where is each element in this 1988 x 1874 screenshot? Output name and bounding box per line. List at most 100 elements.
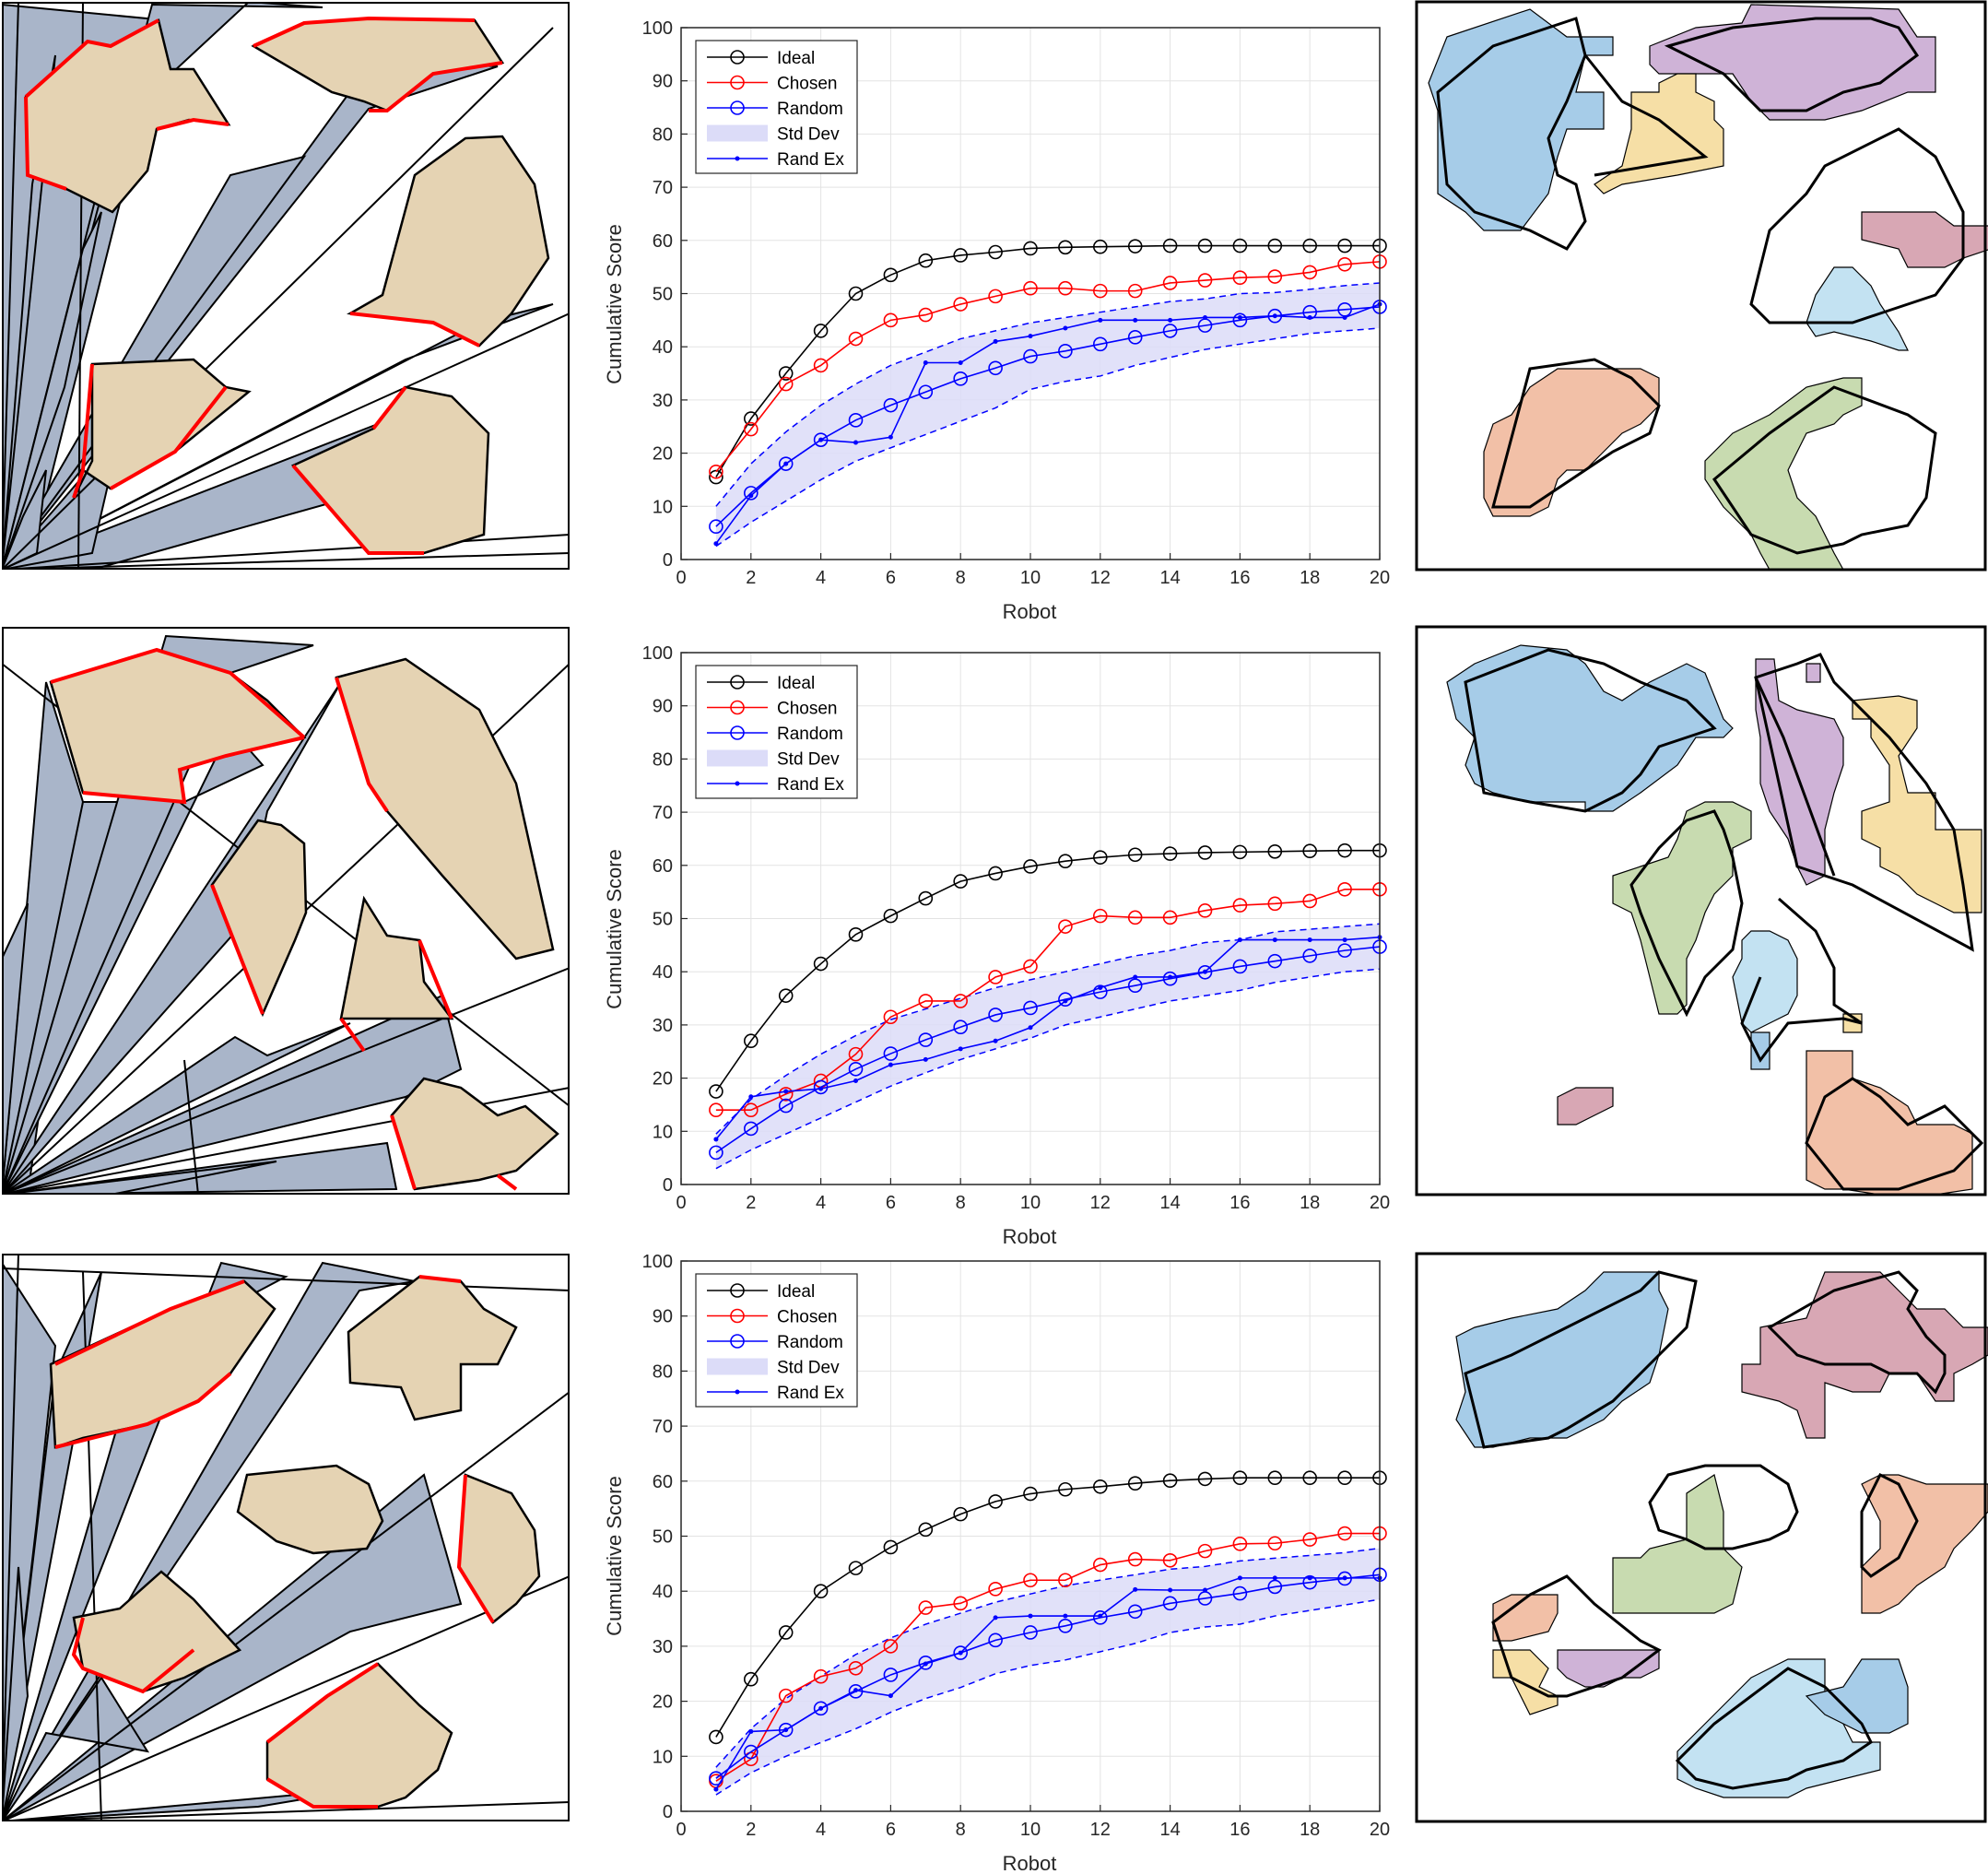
sensor-rays-1 <box>2 2 570 570</box>
data-point-rand-ex <box>888 1693 893 1699</box>
y-axis-label: Cumulative Score <box>603 1476 626 1636</box>
region-outlines-2 <box>1464 648 1984 1191</box>
chart-1: 0 2 4 6 8 10 12 14 16 18 20 0 10 20 30 40 50 60 70 80 90 100 I… <box>603 18 1390 623</box>
y-tick-label: 10 <box>653 1747 673 1767</box>
data-point-random <box>1162 1596 1178 1611</box>
data-point-rand-ex <box>748 493 754 499</box>
data-point-ideal <box>778 988 794 1003</box>
data-point-rand-ex <box>1133 317 1138 323</box>
legend-label: Ideal <box>777 674 815 693</box>
region-outlines-3 <box>1464 1270 1947 1790</box>
data-point-ideal <box>918 1522 934 1538</box>
data-point-chosen <box>1302 265 1317 280</box>
std-dev-lower <box>715 327 1381 548</box>
data-point-chosen <box>778 1688 794 1703</box>
x-tick-label: 20 <box>1370 568 1390 588</box>
data-point-rand-ex <box>783 461 789 466</box>
y-tick-label: 70 <box>653 1417 673 1437</box>
legend-marker <box>735 156 740 161</box>
environment-map-1 <box>2 2 570 570</box>
x-tick-label: 8 <box>956 568 966 588</box>
data-point-random <box>1023 1625 1038 1640</box>
data-point-rand-ex <box>1307 314 1312 320</box>
data-point-random <box>1058 1619 1073 1633</box>
x-tick-label: 18 <box>1300 568 1320 588</box>
y-tick-label: 80 <box>653 124 673 145</box>
data-point-ideal <box>778 366 794 381</box>
data-point-rand-ex <box>748 1094 754 1100</box>
std-dev-upper <box>715 282 1381 507</box>
frontier-edges-1 <box>24 16 503 555</box>
data-point-random <box>813 1701 829 1716</box>
data-point-rand-ex <box>1133 1586 1138 1592</box>
data-point-ideal <box>1267 1470 1283 1486</box>
data-point-chosen <box>1162 910 1178 925</box>
series-line-rand-ex <box>715 1577 1380 1790</box>
data-point-rand-ex <box>1063 998 1068 1004</box>
data-point-ideal <box>918 253 934 268</box>
legend-label: Rand Ex <box>777 775 844 795</box>
data-point-chosen <box>1267 269 1283 284</box>
data-point-ideal <box>709 1084 723 1099</box>
data-point-rand-ex <box>1237 314 1242 320</box>
data-point-rand-ex <box>1098 1613 1103 1619</box>
regions-1 <box>1428 4 1988 571</box>
data-point-rand-ex <box>783 1727 789 1733</box>
data-point-rand-ex <box>818 1705 824 1711</box>
y-axis-label: Cumulative Score <box>603 849 626 1009</box>
data-point-rand-ex <box>1237 1575 1242 1581</box>
data-point-ideal <box>988 244 1003 260</box>
y-tick-label: 80 <box>653 749 673 770</box>
data-point-chosen <box>1058 280 1073 296</box>
data-point-rand-ex <box>1028 1025 1033 1031</box>
data-point-random <box>709 519 723 535</box>
environment-map-2 <box>2 627 570 1195</box>
data-point-random <box>918 384 934 400</box>
data-point-rand-ex <box>1272 937 1277 943</box>
x-tick-label: 4 <box>816 568 826 588</box>
data-point-chosen <box>1197 903 1213 918</box>
data-point-random <box>1093 336 1108 352</box>
data-point-chosen <box>1267 896 1283 912</box>
std-dev-upper <box>715 923 1381 1135</box>
y-tick-label: 60 <box>653 231 673 252</box>
x-tick-label: 12 <box>1090 1193 1111 1213</box>
data-point-chosen <box>848 331 864 347</box>
legend-label: Rand Ex <box>777 150 844 170</box>
data-point-chosen <box>1232 1537 1248 1551</box>
y-tick-label: 100 <box>642 18 673 39</box>
legend-marker <box>730 675 745 689</box>
data-point-chosen <box>1232 270 1248 285</box>
y-tick-label: 30 <box>653 1016 673 1036</box>
std-dev-lower <box>715 1598 1381 1796</box>
data-point-ideal <box>743 411 759 426</box>
x-tick-label: 6 <box>886 568 896 588</box>
x-tick-label: 16 <box>1229 1193 1250 1213</box>
data-point-chosen <box>1337 881 1352 897</box>
legend-label: Std Dev <box>777 1359 840 1378</box>
data-point-chosen <box>1023 959 1038 974</box>
legend-marker <box>730 1334 745 1349</box>
data-point-chosen <box>988 289 1003 304</box>
data-point-rand-ex <box>853 1688 858 1693</box>
data-point-chosen <box>1197 1543 1213 1559</box>
x-tick-label: 2 <box>746 1193 756 1213</box>
y-tick-label: 90 <box>653 1307 673 1327</box>
data-point-ideal <box>1197 238 1213 253</box>
legend-swatch <box>707 749 768 767</box>
plot-area: 0 2 4 6 8 10 12 14 16 18 20 0 10 20 30 40 50 60 70 80 90 100 I… <box>642 18 1391 588</box>
data-point-ideal <box>1302 1470 1317 1486</box>
data-point-chosen <box>743 421 759 437</box>
data-point-chosen <box>883 1009 899 1025</box>
data-point-ideal <box>918 890 934 906</box>
data-point-rand-ex <box>1028 334 1033 339</box>
data-point-rand-ex <box>1063 325 1068 331</box>
data-point-random <box>953 1645 968 1660</box>
data-point-ideal <box>953 248 968 263</box>
data-point-random <box>743 1744 759 1760</box>
data-point-chosen <box>1127 1551 1143 1567</box>
data-point-rand-ex <box>853 440 858 445</box>
data-point-random <box>778 1098 794 1114</box>
data-point-rand-ex <box>1342 314 1347 320</box>
y-tick-label: 20 <box>653 1692 673 1713</box>
